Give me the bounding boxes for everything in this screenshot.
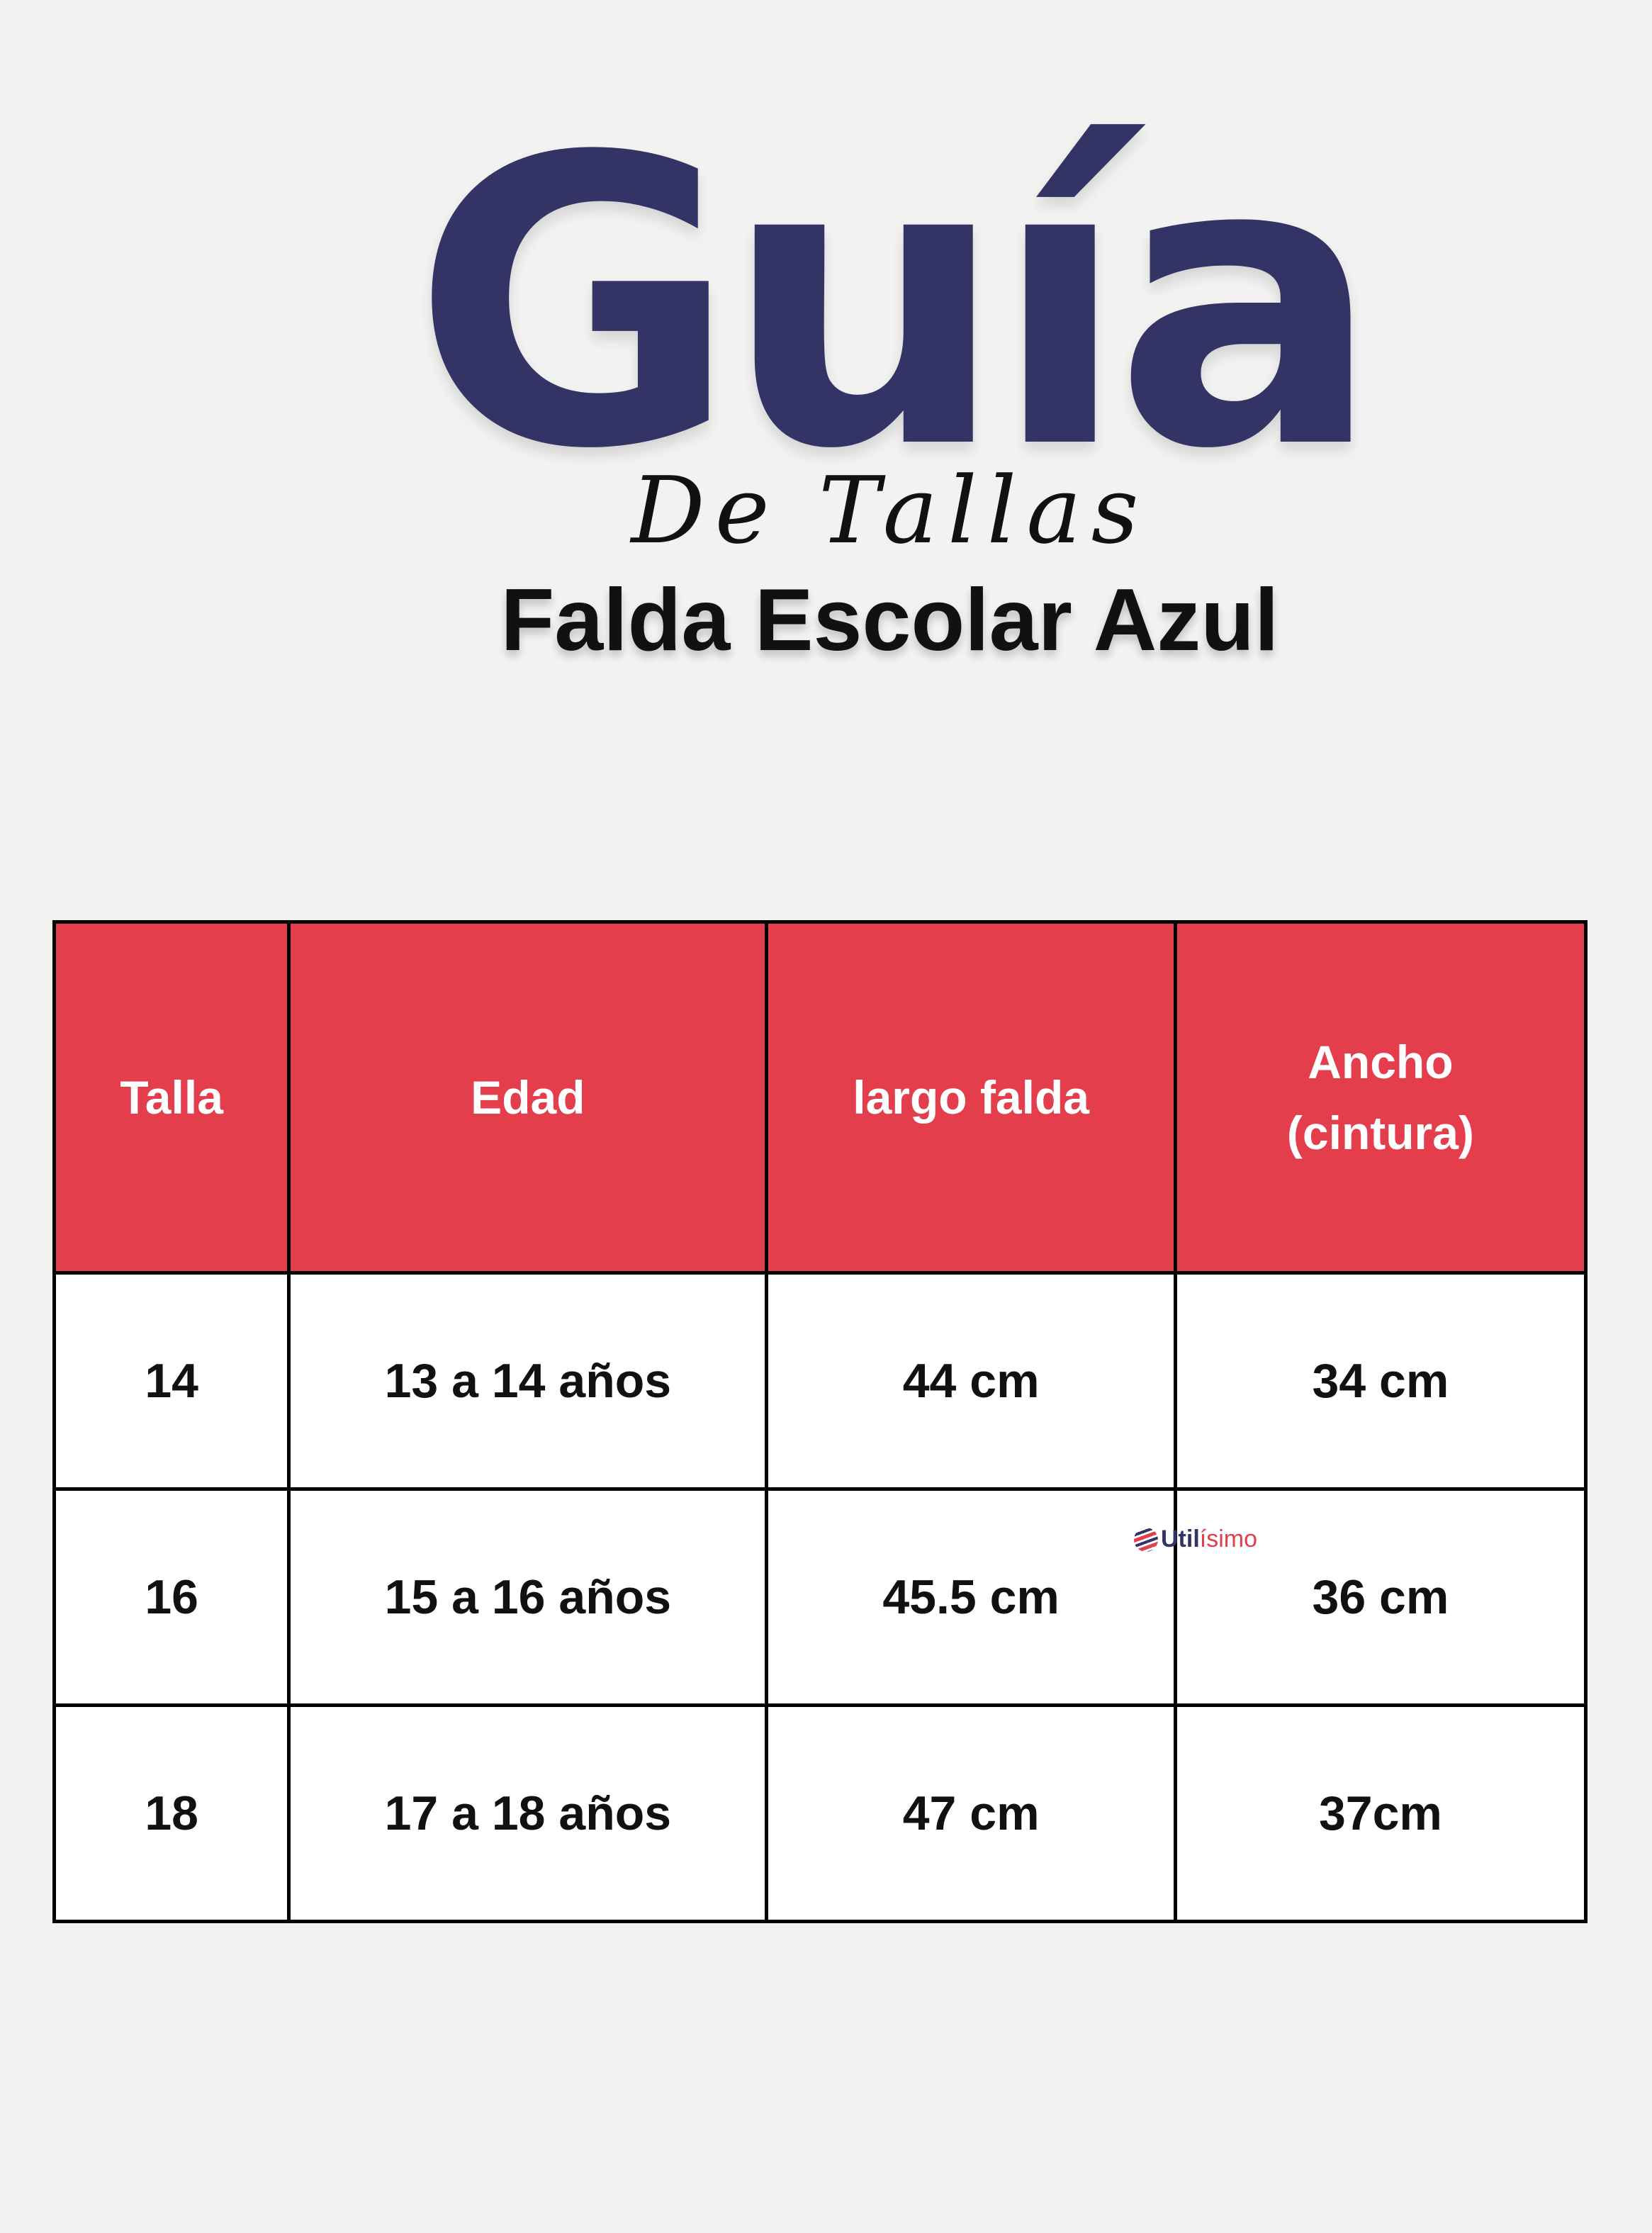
title-guia: Guía [412,74,1381,536]
watermark-part1: Util [1161,1526,1200,1552]
watermark-part2: ísimo [1199,1526,1258,1552]
cell-largo: 44 cm [765,1271,1177,1491]
header-ancho: Ancho (cintura) [1173,920,1588,1275]
table-row: 16 15 a 16 años 45.5 cm 36 cm [52,1487,1588,1707]
subtitle-de-tallas: De Tallas [631,457,1149,564]
cell-talla: 14 [52,1271,291,1491]
cell-ancho: 34 cm [1173,1271,1588,1491]
cell-edad: 15 a 16 años [287,1487,769,1707]
header-talla: Talla [52,920,291,1275]
size-table: Talla Edad largo falda Ancho (cintura) 1… [52,920,1588,1923]
cell-talla: 16 [52,1487,291,1707]
cell-edad: 13 a 14 años [287,1271,769,1491]
globe-icon [1134,1527,1158,1552]
cell-talla: 18 [52,1703,291,1923]
header-largo: largo falda [765,920,1177,1275]
table-header-row: Talla Edad largo falda Ancho (cintura) [52,920,1588,1275]
cell-ancho: 37cm [1173,1703,1588,1923]
header-edad: Edad [287,920,769,1275]
product-name: Falda Escolar Azul [500,571,1279,669]
table-row: 18 17 a 18 años 47 cm 37cm [52,1703,1588,1923]
cell-largo: 47 cm [765,1703,1177,1923]
cell-edad: 17 a 18 años [287,1703,769,1923]
table-row: 14 13 a 14 años 44 cm 34 cm [52,1271,1588,1491]
cell-largo: 45.5 cm [765,1487,1177,1707]
watermark-logo: Util ísimo [1134,1526,1257,1553]
cell-ancho: 36 cm [1173,1487,1588,1707]
